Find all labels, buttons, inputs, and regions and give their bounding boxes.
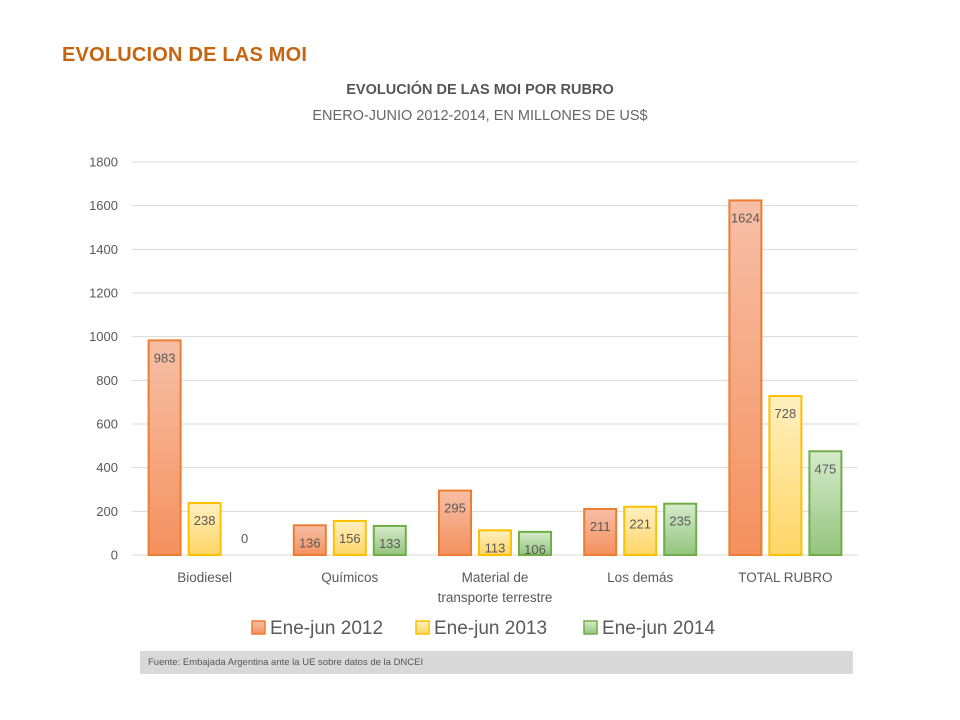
data-label: 1624 — [731, 210, 760, 225]
chart-subtitle: ENERO-JUNIO 2012-2014, EN MILLONES DE US… — [312, 108, 648, 124]
data-label: 295 — [444, 501, 466, 516]
data-label: 238 — [194, 513, 216, 528]
y-tick-label: 1000 — [89, 329, 118, 344]
bar — [438, 489, 472, 557]
legend-label: Ene-jun 2012 — [270, 618, 383, 639]
chart-title: EVOLUCIÓN DE LAS MOI POR RUBRO — [346, 82, 614, 98]
legend: Ene-jun 2012 Ene-jun 2013 Ene-jun 2014 — [251, 618, 715, 639]
y-tick-label: 1600 — [89, 198, 118, 213]
legend-swatch — [583, 620, 598, 635]
bar — [768, 395, 803, 557]
bar — [518, 530, 552, 557]
y-tick-label: 0 — [111, 548, 118, 563]
x-category-label: Los demás — [607, 570, 673, 585]
x-category-label: TOTAL RUBRO — [738, 570, 832, 585]
data-label: 475 — [815, 461, 837, 476]
data-label: 156 — [339, 531, 361, 546]
bar-chart: 0 200 400 600 800 1000 1200 1400 1600 1800 983 238… — [89, 155, 858, 639]
bar — [332, 519, 367, 557]
y-tick-label: 1400 — [89, 242, 118, 257]
data-label: 136 — [299, 535, 321, 550]
bar — [478, 529, 512, 556]
bar — [623, 505, 658, 556]
y-tick-label: 600 — [96, 417, 118, 432]
legend-label: Ene-jun 2014 — [602, 618, 715, 639]
data-label: 106 — [524, 542, 546, 557]
data-label: 728 — [775, 406, 797, 421]
y-axis-ticks: 0 200 400 600 800 1000 1200 1400 1600 1800 — [89, 155, 118, 563]
y-tick-label: 800 — [96, 373, 118, 388]
data-labels: 983 238 0 136 156 133 295 113 106 211 221 235 1624 72… — [154, 210, 837, 556]
legend-label: Ene-jun 2013 — [434, 618, 547, 639]
bar — [728, 199, 763, 556]
data-label: 221 — [629, 517, 651, 532]
bar — [808, 450, 843, 556]
bar — [292, 524, 327, 556]
x-category-label: Material de — [462, 570, 529, 585]
bar — [663, 502, 698, 557]
bar — [372, 524, 407, 557]
y-tick-label: 400 — [96, 460, 118, 475]
legend-swatch — [415, 620, 430, 635]
x-axis-categories: Biodiesel Químicos Material de transporte t… — [177, 570, 832, 605]
y-tick-label: 1200 — [89, 286, 118, 301]
bars — [147, 199, 843, 557]
data-label: 133 — [379, 536, 401, 551]
x-category-label: Químicos — [321, 570, 378, 585]
data-label: 235 — [669, 514, 691, 529]
x-category-label: transporte terrestre — [438, 590, 553, 605]
legend-swatch — [251, 620, 266, 635]
bar — [147, 339, 182, 556]
data-label: 113 — [485, 540, 506, 555]
slide-title: EVOLUCION DE LAS MOI — [62, 44, 308, 66]
data-label: 0 — [241, 531, 248, 546]
source-footer: Fuente: Embajada Argentina ante la UE so… — [140, 651, 853, 674]
bar — [187, 502, 222, 556]
data-label: 211 — [590, 519, 611, 534]
bar — [583, 507, 618, 557]
y-tick-label: 1800 — [89, 155, 118, 170]
y-tick-label: 200 — [96, 504, 118, 519]
data-label: 983 — [154, 350, 176, 365]
x-category-label: Biodiesel — [177, 570, 232, 585]
